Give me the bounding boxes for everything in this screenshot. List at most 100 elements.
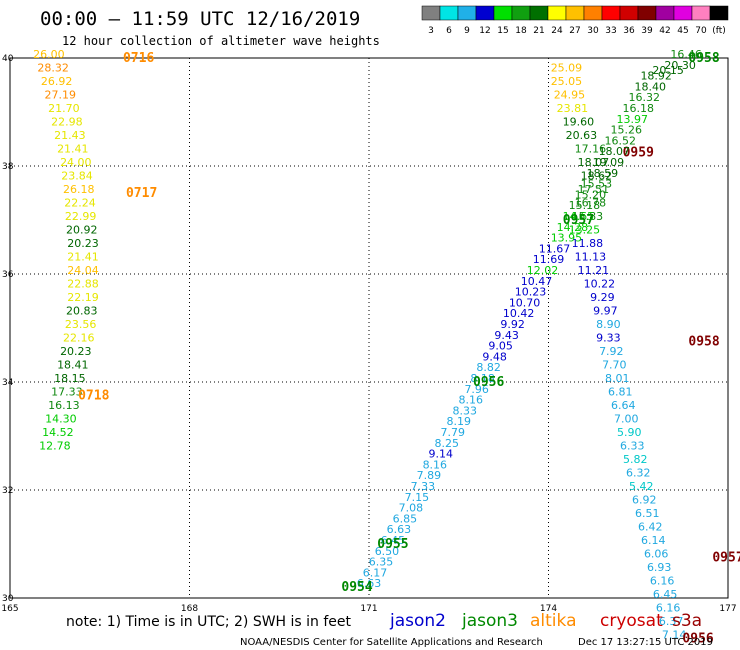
wave-height-label: 20.23 — [67, 237, 99, 250]
wave-height-label: 6.42 — [638, 521, 663, 534]
wave-height-label: 6.33 — [620, 440, 645, 453]
wave-height-label: 16.78 — [575, 197, 607, 210]
wave-height-label: 18.41 — [57, 359, 89, 372]
y-tick-label: 40 — [2, 54, 14, 64]
colorbar-label: 33 — [605, 26, 616, 36]
colorbar-swatch — [511, 5, 531, 21]
wave-height-label: 11.67 — [539, 242, 571, 255]
wave-height-label: 6.16 — [650, 575, 675, 588]
chart-subtitle: 12 hour collection of altimeter wave hei… — [62, 34, 380, 48]
y-tick-label: 34 — [2, 378, 14, 388]
wave-height-label: 6.32 — [626, 467, 651, 480]
wave-height-label: 8.01 — [605, 372, 630, 385]
colorbar-label: 15 — [497, 26, 508, 36]
wave-height-label: 20.83 — [66, 305, 98, 318]
wave-height-label: 21.41 — [67, 251, 99, 264]
wave-height-label: 18.07 — [578, 156, 610, 169]
pass-time-label: 0954 — [341, 580, 372, 595]
wave-height-label: 6.37 — [659, 615, 684, 628]
y-tick-label: 38 — [2, 162, 14, 172]
wave-height-label: 13.97 — [617, 113, 649, 126]
wave-height-label: 6.14 — [641, 534, 666, 547]
colorbar-swatch — [439, 5, 459, 21]
pass-time-label: 0958 — [688, 335, 719, 350]
wave-height-label: 18.07 — [599, 145, 631, 158]
wave-height-label: 20.15 — [652, 64, 684, 77]
colorbar-swatch — [457, 5, 477, 21]
colorbar-label: 45 — [677, 26, 688, 36]
colorbar-label: 12 — [479, 26, 490, 36]
footer-credit: NOAA/NESDIS Center for Satellite Applica… — [240, 637, 543, 648]
colorbar-swatch — [421, 5, 441, 21]
colorbar-swatch — [547, 5, 567, 21]
wave-height-label: 18.62 — [581, 170, 613, 183]
wave-height-label: 22.19 — [67, 291, 99, 304]
wave-height-label: 25.05 — [551, 75, 583, 88]
pass-time-label: 0717 — [126, 186, 157, 201]
wave-height-label: 6.63 — [387, 523, 412, 536]
pass-time-label: 0716 — [123, 51, 154, 66]
wave-height-label: 7.79 — [441, 426, 466, 439]
wave-height-label: 7.33 — [411, 480, 436, 493]
x-tick-label: 168 — [181, 604, 198, 614]
wave-height-label: 5.90 — [617, 426, 642, 439]
wave-height-label: 24.04 — [67, 264, 99, 277]
wave-height-label: 17.33 — [51, 386, 83, 399]
chart-title: 00:00 – 11:59 UTC 12/16/2019 — [40, 8, 360, 30]
colorbar-label: 30 — [587, 26, 599, 36]
colorbar-label: 6 — [446, 26, 452, 36]
wave-height-label: 6.17 — [363, 566, 388, 579]
wave-height-label: 8.25 — [435, 437, 460, 450]
wave-height-label: 10.70 — [509, 296, 541, 309]
legend-altika: altika — [530, 611, 577, 631]
wave-height-label: 28.32 — [37, 62, 69, 75]
colorbar-label: 24 — [551, 26, 563, 36]
legend-jason3: jason3 — [461, 611, 518, 631]
wave-height-label: 18.40 — [634, 80, 666, 93]
colorbar-swatch — [655, 5, 675, 21]
colorbar-label: 18 — [515, 26, 527, 36]
wave-height-label: 7.14 — [662, 629, 687, 642]
footer-timestamp: Dec 17 13:27:15 UTC 2019 — [578, 637, 713, 648]
wave-height-label: 6.85 — [393, 512, 418, 525]
wave-height-label: 20.63 — [566, 129, 598, 142]
colorbar-swatch — [475, 5, 495, 21]
legend-cryosat: cryosat — [600, 611, 663, 631]
wave-height-label: 11.69 — [533, 253, 565, 266]
wave-height-label: 20.30 — [664, 59, 696, 72]
pass-time-label: 0957 — [712, 551, 740, 566]
wave-height-label: 27.19 — [45, 89, 77, 102]
wave-height-label: 15.18 — [569, 199, 601, 212]
wave-height-label: 9.97 — [593, 305, 618, 318]
wave-height-label: 6.06 — [644, 548, 669, 561]
wave-height-label: 14.28 — [557, 221, 589, 234]
wave-height-label: 16.18 — [623, 102, 655, 115]
wave-height-label: 15.26 — [611, 124, 643, 137]
wave-height-label: 9.92 — [500, 318, 525, 331]
wave-height-label: 9.48 — [482, 350, 507, 363]
wave-height-label: 16.32 — [628, 91, 660, 104]
wave-height-label: 8.90 — [596, 318, 621, 331]
wave-height-label: 15.83 — [572, 210, 604, 223]
wave-height-label: 8.82 — [476, 361, 501, 374]
colorbar-label: 70 — [695, 26, 707, 36]
wave-height-label: 23.56 — [65, 318, 97, 331]
data-marks: 26.0028.3226.9227.1921.7022.9821.4321.41… — [33, 48, 740, 647]
wave-height-label: 22.99 — [65, 210, 97, 223]
pass-time-label: 0718 — [78, 389, 109, 404]
colorbar-label: 21 — [533, 26, 544, 36]
colorbar-label: (ft) — [712, 26, 726, 36]
wave-height-label: 22.24 — [64, 197, 96, 210]
wave-height-label: 8.16 — [458, 394, 483, 407]
wave-height-label: 21.41 — [57, 143, 89, 156]
colorbar-label: 27 — [569, 26, 580, 36]
colorbar-label: 3 — [428, 26, 434, 36]
wave-height-label: 5.42 — [629, 480, 654, 493]
wave-height-label: 10.47 — [521, 275, 553, 288]
colorbar-swatch — [601, 5, 621, 21]
wave-height-label: 22.88 — [67, 278, 99, 291]
wave-height-label: 14.65 — [563, 210, 595, 223]
wave-height-label: 17.51 — [578, 183, 610, 196]
wave-height-label: 9.43 — [494, 329, 519, 342]
legend-s3a: s3a — [672, 611, 702, 631]
